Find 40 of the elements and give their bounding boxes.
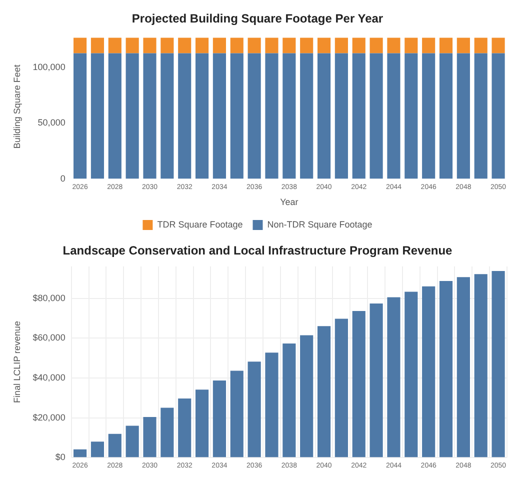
bar [160,408,174,458]
x-axis-title: Year [280,197,298,208]
bar [143,416,156,458]
y-tick-label: 100,000 [32,62,66,72]
y-tick-label: $60,000 [32,332,66,343]
y-tick-label: $80,000 [32,292,66,303]
bar [492,270,505,458]
y-tick-label: $0 [55,452,66,462]
chart-title: Projected Building Square Footage Per Year [132,12,384,26]
bar [282,343,296,458]
bar [439,280,453,458]
bar [108,434,122,458]
y-tick-label: 50,000 [38,118,66,128]
y-tick-label: $20,000 [32,412,66,422]
bar [456,277,470,458]
legend-label: Non-TDR Square Footage [267,219,372,230]
bar [178,398,192,458]
bar [196,390,209,458]
bar [126,426,139,458]
bar [212,380,226,458]
bar [248,362,261,458]
y-axis-title: Final LCLIP revenue [12,321,22,403]
bar [387,297,400,458]
bar [317,326,331,458]
bar [300,335,314,458]
bar [352,311,366,458]
chart-title: Landscape Conservation and Local Infrastructure Program Revenue [62,244,453,258]
bar [404,292,418,458]
legend-label: TDR Square Footage [157,219,243,230]
y-tick-label: 0 [60,173,66,184]
bar [422,286,436,458]
y-axis-title: Building Square Feet [12,64,22,149]
bar [474,274,488,458]
bar [334,318,348,458]
bar [265,352,278,458]
bar [230,370,244,458]
bar [74,449,87,458]
bar [90,442,104,458]
y-tick-label: $40,000 [32,372,66,382]
bar [370,303,383,458]
